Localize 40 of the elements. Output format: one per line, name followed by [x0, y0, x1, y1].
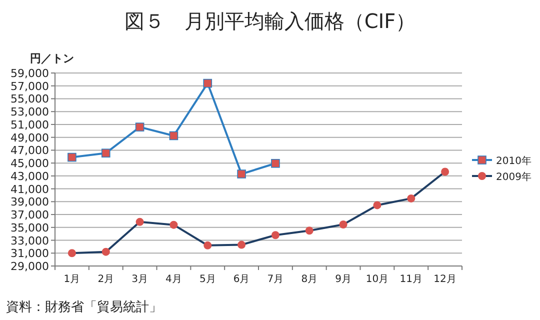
y-tick-label: 35,000 — [10, 221, 49, 234]
y-tick-label: 55,000 — [10, 92, 49, 106]
x-tick-label: 5月 — [199, 274, 216, 285]
x-tick-label: 6月 — [233, 274, 250, 285]
point — [135, 122, 144, 132]
x-tick-label: 4月 — [166, 274, 182, 285]
x-tick-label: 2月 — [98, 274, 114, 285]
y-tick-label: 51,000 — [10, 118, 49, 132]
y-tick-label: 29,000 — [10, 260, 49, 273]
y-tick-label: 41,000 — [10, 182, 49, 196]
x-tick-label: 7月 — [267, 274, 284, 285]
y-tick-label: 59,000 — [10, 67, 49, 80]
point — [203, 78, 212, 88]
y-tick-label: 39,000 — [10, 196, 49, 209]
x-tick-label: 11月 — [400, 274, 422, 285]
y-tick-label: 57,000 — [10, 80, 49, 93]
x-tick-label: 9月 — [335, 274, 352, 285]
y-tick-label: 45,000 — [10, 157, 49, 170]
x-tick-label: 8月 — [301, 274, 318, 285]
point — [271, 158, 280, 168]
y-tick-label: 43,000 — [10, 170, 49, 183]
legend-label: 2009年 — [496, 171, 532, 183]
point — [169, 131, 178, 140]
y-axis-title: 円／トン — [30, 52, 74, 65]
point — [68, 152, 76, 162]
y-tick-label: 53,000 — [10, 106, 49, 119]
y-tick-label: 31,000 — [10, 247, 49, 260]
point — [101, 148, 110, 158]
text: 資料：財務省「貿易統計」 — [6, 300, 162, 315]
y-tick-label: 33,000 — [10, 234, 49, 248]
x-tick-label: 12月 — [434, 274, 456, 285]
y-tick-label: 49,000 — [10, 131, 49, 144]
y-tick-label: 37,000 — [10, 208, 49, 222]
y-tick-label: 47,000 — [10, 144, 49, 158]
x-tick-label: 3月 — [132, 274, 148, 285]
x-tick-label: 10月 — [366, 274, 389, 285]
point — [237, 170, 246, 178]
x-tick-label: 1月 — [64, 274, 80, 285]
chart-title: 図５ 月別平均輸入価格（CIF） — [124, 9, 416, 33]
legend-label: 2010年 — [496, 155, 532, 167]
